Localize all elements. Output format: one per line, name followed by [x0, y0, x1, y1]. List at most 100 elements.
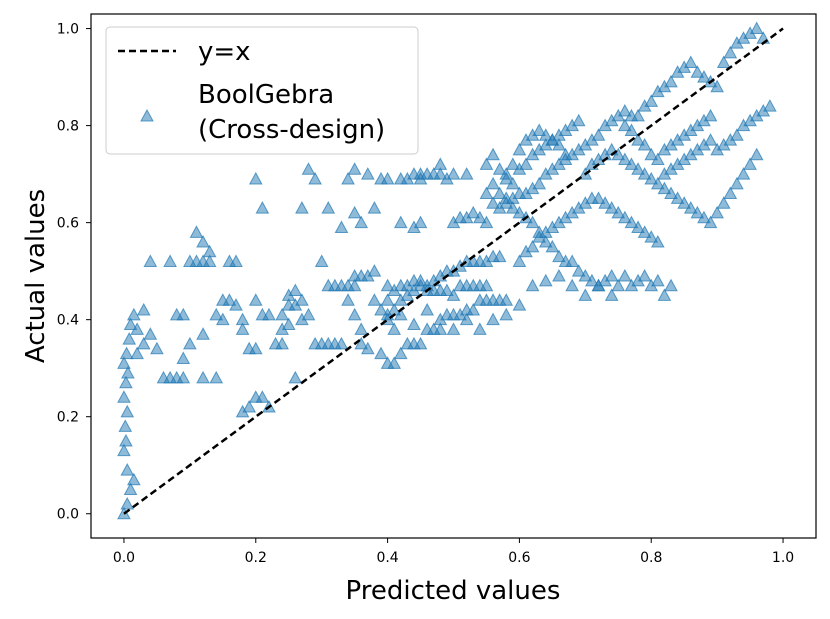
- scatter-point: [466, 205, 481, 219]
- scatter-point: [334, 336, 349, 350]
- scatter-point: [119, 375, 133, 389]
- scatter-point: [119, 346, 134, 360]
- scatter-point: [486, 176, 500, 190]
- scatter-point: [703, 215, 718, 229]
- scatter-point: [703, 108, 718, 122]
- scatter-point: [697, 210, 711, 224]
- scatter-point: [585, 273, 599, 287]
- scatter-point: [525, 278, 540, 292]
- scatter-point: [314, 254, 329, 267]
- scatter-point: [545, 239, 560, 253]
- scatter-point: [440, 283, 454, 297]
- scatter-point: [598, 196, 612, 209]
- scatter-point: [301, 162, 316, 175]
- scatter-point: [295, 201, 309, 214]
- scatter-point: [248, 293, 263, 306]
- scatter-point: [512, 254, 527, 267]
- scatter-point: [538, 273, 553, 287]
- x-tick-label: 1.0: [772, 550, 794, 566]
- scatter-point: [631, 162, 645, 175]
- scatter-point: [532, 123, 547, 136]
- scatter-point: [360, 341, 375, 355]
- scatter-point: [479, 186, 494, 200]
- scatter-point: [525, 215, 540, 229]
- x-axis-label: Predicted values: [346, 576, 561, 606]
- scatter-point: [618, 103, 632, 117]
- scatter-point: [618, 210, 632, 224]
- scatter-point: [123, 317, 138, 331]
- scatter-point: [571, 113, 586, 127]
- scatter-point: [248, 171, 263, 185]
- scatter-point: [229, 298, 243, 311]
- scatter-point: [433, 312, 448, 326]
- scatter-point: [459, 167, 474, 180]
- scatter-point: [644, 94, 659, 107]
- y-tick-label: 0.8: [57, 119, 79, 135]
- scatter-point: [736, 167, 751, 180]
- scatter-point: [413, 336, 428, 350]
- refline-layer: [123, 27, 784, 515]
- scatter-point: [637, 225, 652, 238]
- scatter-point: [552, 268, 566, 282]
- scatter-point: [644, 230, 659, 243]
- scatter-point: [492, 162, 507, 175]
- scatter-point: [196, 327, 210, 340]
- scatter-point: [618, 152, 632, 166]
- scatter-point: [565, 254, 579, 267]
- scatter-point: [255, 201, 270, 214]
- y-tick-label: 0.2: [57, 410, 79, 426]
- scatter-point: [334, 220, 349, 233]
- y-axis-label: Actual values: [21, 189, 51, 363]
- scatter-point: [532, 176, 547, 190]
- reference-line-y-equals-x: [123, 27, 784, 515]
- x-tick-label: 0.4: [376, 550, 398, 566]
- scatter-point: [545, 133, 560, 146]
- scatter-point: [126, 472, 141, 486]
- x-tick-label: 0.6: [508, 550, 530, 566]
- scatter-point: [716, 196, 731, 209]
- scatter-point: [749, 21, 764, 35]
- scatter-point: [255, 390, 270, 403]
- scatter-point: [492, 249, 507, 263]
- x-tick-label: 0.0: [113, 550, 135, 566]
- scatter-point: [275, 336, 289, 350]
- scatter-point: [120, 404, 135, 418]
- scatter-point: [512, 298, 527, 311]
- scatter-point: [618, 118, 632, 132]
- scatter-point: [163, 254, 177, 267]
- scatter-point: [552, 137, 566, 151]
- scatter-point: [341, 171, 355, 185]
- scatter-point: [505, 176, 520, 190]
- y-tick-label: 0.4: [57, 313, 79, 329]
- scatter-point: [486, 312, 500, 326]
- scatter-point: [248, 341, 263, 355]
- scatter-point: [618, 268, 632, 282]
- scatter-point: [723, 186, 738, 200]
- scatter-point: [235, 322, 250, 335]
- scatter-point: [387, 356, 402, 369]
- scatter-point: [393, 307, 408, 321]
- x-tick-label: 0.8: [640, 550, 662, 566]
- scatter-point: [347, 205, 362, 219]
- scatter-point: [196, 370, 210, 384]
- scatter-point: [730, 128, 744, 141]
- scatter-point: [120, 463, 135, 476]
- scatter-point: [697, 70, 711, 83]
- scatter-point: [624, 215, 639, 229]
- scatter-point: [505, 201, 520, 214]
- scatter-point: [492, 186, 507, 200]
- scatter-point: [288, 283, 303, 297]
- scatter-point: [624, 157, 639, 170]
- scatter-point: [122, 332, 137, 345]
- scatter-point: [650, 234, 665, 248]
- scatter-point: [670, 191, 685, 204]
- scatter-point: [604, 201, 619, 214]
- scatter-point: [631, 108, 645, 122]
- scatter-point: [176, 307, 191, 321]
- x-tick-label: 0.2: [245, 550, 267, 566]
- y-tick-label: 0.6: [57, 216, 79, 232]
- scatter-point: [393, 346, 408, 360]
- scatter-point: [571, 264, 586, 277]
- scatter-point: [683, 201, 698, 214]
